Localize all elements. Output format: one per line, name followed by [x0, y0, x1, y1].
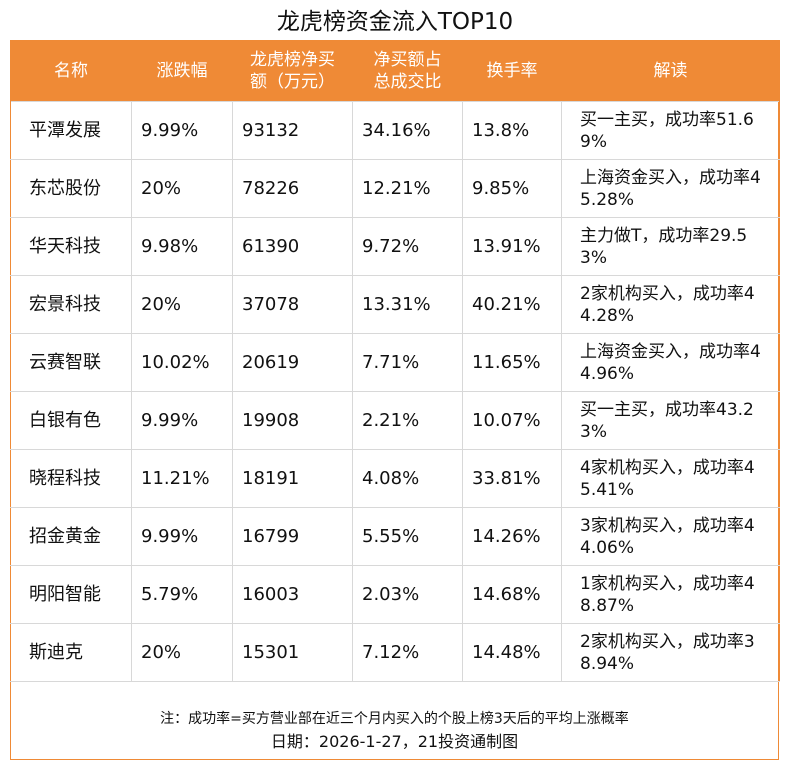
cell-name: 白银有色 — [10, 391, 132, 450]
cell-change: 20% — [131, 623, 233, 682]
cell-change: 11.21% — [131, 449, 233, 508]
cell-net-buy: 16003 — [232, 565, 353, 624]
cell-name: 斯迪克 — [10, 623, 132, 682]
cell-net-buy: 19908 — [232, 391, 353, 450]
cell-net-buy: 16799 — [232, 507, 353, 566]
cell-note: 2家机构买入，成功率44.28% — [561, 275, 780, 334]
cell-name: 华天科技 — [10, 217, 132, 276]
footer: 注：成功率=买方营业部在近三个月内买入的个股上榜3天后的平均上涨概率 日期：20… — [10, 702, 779, 760]
header-net-buy: 龙虎榜净买 额（万元） — [232, 40, 353, 102]
cell-net-buy: 37078 — [232, 275, 353, 334]
table-row: 斯迪克 20% 15301 7.12% 14.48% 2家机构买入，成功率38.94% — [10, 623, 780, 682]
cell-note: 上海资金买入，成功率45.28% — [561, 159, 780, 218]
cell-ratio: 2.21% — [352, 391, 463, 450]
cell-name: 晓程科技 — [10, 449, 132, 508]
cell-change: 9.98% — [131, 217, 233, 276]
cell-change: 5.79% — [131, 565, 233, 624]
cell-note: 主力做T，成功率29.53% — [561, 217, 780, 276]
header-turnover: 换手率 — [462, 40, 562, 102]
cell-net-buy: 61390 — [232, 217, 353, 276]
cell-change: 10.02% — [131, 333, 233, 392]
cell-name: 宏景科技 — [10, 275, 132, 334]
table-row: 宏景科技 20% 37078 13.31% 40.21% 2家机构买入，成功率44.28% — [10, 275, 780, 334]
cell-note: 买一主买，成功率51.69% — [561, 101, 780, 160]
cell-change: 20% — [131, 159, 233, 218]
cell-note: 1家机构买入，成功率48.87% — [561, 565, 780, 624]
cell-name: 东芯股份 — [10, 159, 132, 218]
table-row: 白银有色 9.99% 19908 2.21% 10.07% 买一主买，成功率43.23% — [10, 391, 780, 450]
cell-net-buy: 93132 — [232, 101, 353, 160]
cell-ratio: 13.31% — [352, 275, 463, 334]
table-row: 招金黄金 9.99% 16799 5.55% 14.26% 3家机构买入，成功率44.06… — [10, 507, 780, 566]
cell-turnover: 14.68% — [462, 565, 562, 624]
cell-ratio: 5.55% — [352, 507, 463, 566]
page-title: 龙虎榜资金流入TOP10 — [276, 9, 514, 35]
table-row: 明阳智能 5.79% 16003 2.03% 14.68% 1家机构买入，成功率48.87… — [10, 565, 780, 624]
footer-date: 日期：2026-1-27，21投资通制图 — [270, 732, 519, 751]
cell-name: 明阳智能 — [10, 565, 132, 624]
table-row: 平潭发展 9.99% 93132 34.16% 13.8% 买一主买，成功率51.69% — [10, 101, 780, 160]
table-row: 云赛智联 10.02% 20619 7.71% 11.65% 上海资金买入，成功率44.9… — [10, 333, 780, 392]
cell-note: 3家机构买入，成功率44.06% — [561, 507, 780, 566]
header-name: 名称 — [10, 40, 132, 102]
ranking-table: 名称 涨跌幅 龙虎榜净买 额（万元） 净买额占 总成交比 换手率 解读 平潭发展 9.… — [10, 40, 780, 682]
table-row: 华天科技 9.98% 61390 9.72% 13.91% 主力做T，成功率29.53% — [10, 217, 780, 276]
cell-net-buy: 18191 — [232, 449, 353, 508]
cell-turnover: 33.81% — [462, 449, 562, 508]
cell-note: 上海资金买入，成功率44.96% — [561, 333, 780, 392]
cell-turnover: 13.8% — [462, 101, 562, 160]
table-header-row: 名称 涨跌幅 龙虎榜净买 额（万元） 净买额占 总成交比 换手率 解读 — [10, 40, 780, 102]
cell-turnover: 40.21% — [462, 275, 562, 334]
cell-change: 9.99% — [131, 101, 233, 160]
cell-turnover: 9.85% — [462, 159, 562, 218]
cell-ratio: 9.72% — [352, 217, 463, 276]
cell-ratio: 34.16% — [352, 101, 463, 160]
cell-ratio: 2.03% — [352, 565, 463, 624]
footer-note: 注：成功率=买方营业部在近三个月内买入的个股上榜3天后的平均上涨概率 — [160, 711, 629, 727]
header-change: 涨跌幅 — [131, 40, 233, 102]
cell-ratio: 7.71% — [352, 333, 463, 392]
table-row: 东芯股份 20% 78226 12.21% 9.85% 上海资金买入，成功率45.28% — [10, 159, 780, 218]
table-row: 晓程科技 11.21% 18191 4.08% 33.81% 4家机构买入，成功率45.4… — [10, 449, 780, 508]
cell-net-buy: 15301 — [232, 623, 353, 682]
cell-ratio: 12.21% — [352, 159, 463, 218]
cell-turnover: 11.65% — [462, 333, 562, 392]
cell-net-buy: 20619 — [232, 333, 353, 392]
cell-name: 云赛智联 — [10, 333, 132, 392]
cell-change: 9.99% — [131, 391, 233, 450]
cell-name: 招金黄金 — [10, 507, 132, 566]
cell-net-buy: 78226 — [232, 159, 353, 218]
cell-note: 2家机构买入，成功率38.94% — [561, 623, 780, 682]
cell-ratio: 7.12% — [352, 623, 463, 682]
cell-turnover: 10.07% — [462, 391, 562, 450]
cell-name: 平潭发展 — [10, 101, 132, 160]
cell-turnover: 14.26% — [462, 507, 562, 566]
cell-note: 4家机构买入，成功率45.41% — [561, 449, 780, 508]
cell-turnover: 13.91% — [462, 217, 562, 276]
cell-change: 9.99% — [131, 507, 233, 566]
header-note: 解读 — [561, 40, 780, 102]
cell-turnover: 14.48% — [462, 623, 562, 682]
cell-ratio: 4.08% — [352, 449, 463, 508]
cell-note: 买一主买，成功率43.23% — [561, 391, 780, 450]
header-ratio: 净买额占 总成交比 — [352, 40, 463, 102]
cell-change: 20% — [131, 275, 233, 334]
